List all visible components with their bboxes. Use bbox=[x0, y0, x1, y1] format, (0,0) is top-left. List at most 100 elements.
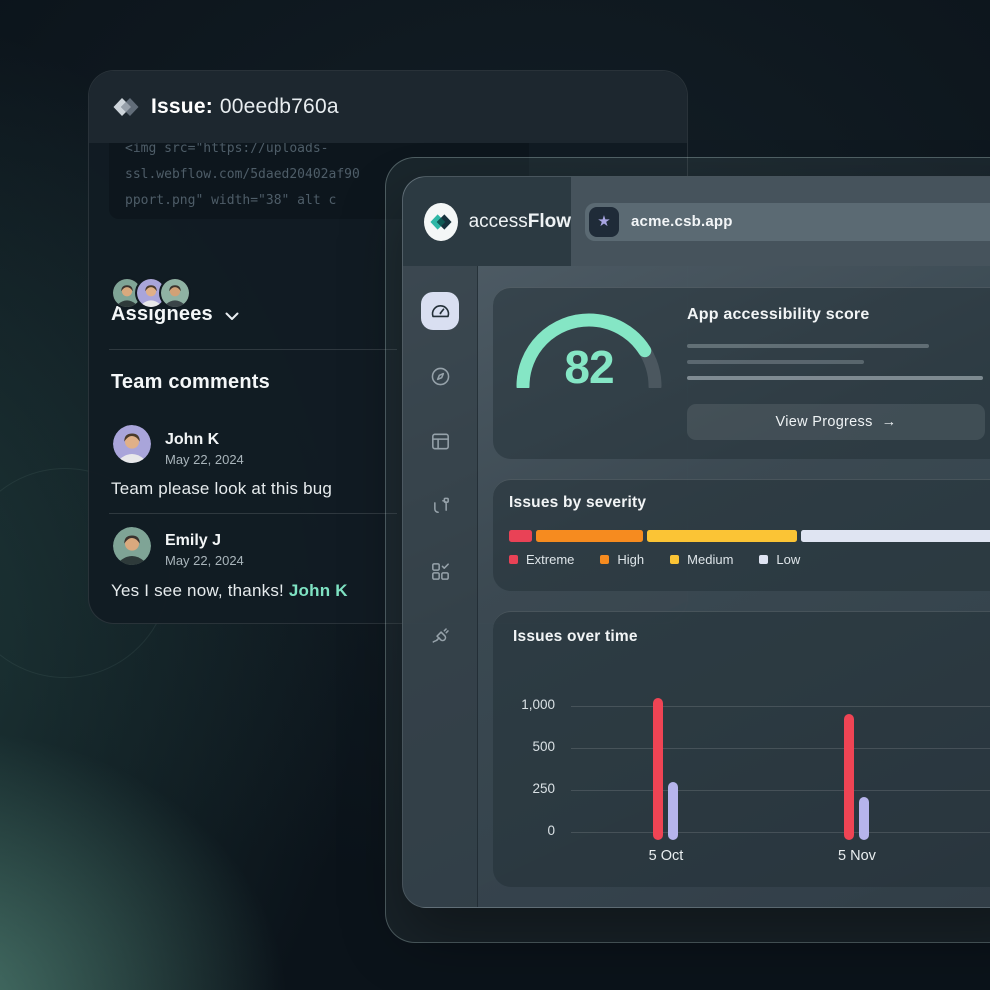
gridline bbox=[571, 832, 990, 833]
y-tick-label: 0 bbox=[547, 823, 555, 838]
main-content: 82 App accessibility score View Progress… bbox=[478, 266, 990, 907]
skeleton-line bbox=[687, 344, 929, 348]
skeleton-line bbox=[687, 376, 983, 380]
severity-card: Issues by severity Extreme High Medium Low bbox=[493, 479, 990, 591]
code-line: ssl.webflow.com/5daed20402af90 bbox=[125, 167, 360, 182]
address-bar-area: ★ acme.csb.app bbox=[571, 177, 990, 266]
skeleton-line bbox=[687, 360, 864, 364]
tasks-icon bbox=[429, 560, 452, 583]
code-line: pport.png" width="38" alt c bbox=[125, 193, 337, 208]
severity-card-title: Issues by severity bbox=[509, 494, 647, 511]
divider bbox=[109, 349, 397, 350]
flow-icon bbox=[429, 495, 452, 518]
layout-icon bbox=[429, 430, 452, 453]
divider bbox=[109, 513, 397, 514]
avatar bbox=[113, 425, 151, 463]
comment-date: May 22, 2024 bbox=[165, 553, 244, 568]
comment-date: May 22, 2024 bbox=[165, 452, 244, 467]
code-line: <img src="https://uploads- bbox=[125, 143, 329, 156]
url-text: acme.csb.app bbox=[631, 213, 733, 230]
comment-text-plain: Yes I see now, thanks! bbox=[111, 581, 289, 600]
issue-title-id: 00eedb760a bbox=[219, 95, 339, 118]
legend-label: Low bbox=[776, 552, 801, 567]
legend-swatch bbox=[509, 555, 518, 564]
assignees-header[interactable]: Assignees bbox=[111, 303, 239, 326]
legend-swatch bbox=[759, 555, 769, 564]
sidebar-item-dashboard[interactable] bbox=[421, 292, 459, 330]
x-tick-label: 5 Oct bbox=[648, 848, 684, 864]
gridline bbox=[571, 748, 990, 749]
brand-area: accessFlow bbox=[403, 177, 571, 266]
time-card-title: Issues over time bbox=[513, 628, 638, 645]
accessflow-logo-icon bbox=[424, 202, 458, 241]
comment-mention: John K bbox=[288, 581, 348, 600]
score-card-title: App accessibility score bbox=[687, 306, 870, 323]
comments-header: Team comments bbox=[111, 371, 270, 394]
bar-lavender-5-nov bbox=[859, 796, 869, 840]
legend-item: Medium bbox=[670, 552, 733, 567]
plug-icon bbox=[429, 625, 452, 648]
comment-author: Emily J bbox=[165, 532, 222, 549]
chevron-down-icon bbox=[225, 312, 239, 321]
y-tick-label: 1,000 bbox=[521, 697, 555, 712]
severity-segment-high bbox=[535, 530, 643, 542]
x-tick-label: 5 Nov bbox=[838, 848, 876, 864]
compass-icon bbox=[429, 365, 452, 388]
view-progress-button[interactable]: View Progress → bbox=[687, 404, 985, 440]
comment-author: John K bbox=[165, 431, 220, 448]
address-bar[interactable]: ★ acme.csb.app bbox=[585, 202, 990, 241]
brand-name: accessFlow bbox=[469, 211, 571, 233]
legend-label: High bbox=[617, 552, 645, 567]
window-body: 82 App accessibility score View Progress… bbox=[403, 266, 990, 907]
bar-lavender-5-oct bbox=[668, 781, 678, 840]
star-icon: ★ bbox=[589, 206, 619, 237]
sidebar-item-flows[interactable] bbox=[421, 487, 459, 525]
issues-over-time-card: Issues over time 0 250 500 1,000 5 Oct 5 Nov bbox=[493, 611, 990, 887]
severity-legend: Extreme High Medium Low bbox=[509, 552, 800, 567]
accessflow-window: accessFlow ★ acme.csb.app bbox=[402, 176, 990, 908]
score-card: 82 App accessibility score View Progress… bbox=[493, 287, 990, 459]
sidebar-item-integrations[interactable] bbox=[421, 617, 459, 655]
avatar bbox=[113, 527, 151, 565]
y-tick-label: 500 bbox=[532, 739, 555, 754]
view-progress-label: View Progress bbox=[775, 414, 873, 430]
diamond-logo-icon bbox=[113, 94, 139, 120]
legend-label: Medium bbox=[687, 552, 734, 567]
assignees-label: Assignees bbox=[111, 303, 213, 325]
legend-label: Extreme bbox=[526, 552, 575, 567]
legend-item: Extreme bbox=[509, 552, 574, 567]
severity-segment-extreme bbox=[509, 530, 532, 542]
comment-text: Yes I see now, thanks! John K bbox=[111, 581, 348, 601]
legend-item: Low bbox=[759, 552, 800, 567]
brand-regular: access bbox=[468, 210, 528, 232]
legend-swatch bbox=[600, 555, 610, 564]
bar-red-5-nov bbox=[844, 714, 854, 840]
issue-title: Issue: 00eedb760a bbox=[151, 95, 339, 119]
legend-swatch bbox=[670, 555, 680, 564]
issue-title-label: Issue: bbox=[151, 95, 213, 118]
severity-segment-medium bbox=[646, 530, 797, 542]
window-header: accessFlow ★ acme.csb.app bbox=[403, 177, 990, 266]
y-tick-label: 250 bbox=[532, 781, 555, 796]
sidebar-item-tasks[interactable] bbox=[421, 552, 459, 590]
avatar bbox=[159, 277, 191, 309]
score-value: 82 bbox=[564, 341, 614, 393]
arrow-right-icon: → bbox=[881, 414, 897, 430]
issue-window-header: Issue: 00eedb760a bbox=[89, 71, 687, 143]
comment-text: Team please look at this bug bbox=[111, 479, 333, 498]
comments-heading: Team comments bbox=[111, 371, 270, 393]
sidebar bbox=[403, 266, 478, 907]
sidebar-item-explore[interactable] bbox=[421, 357, 459, 395]
sidebar-item-layout[interactable] bbox=[421, 422, 459, 460]
gridline bbox=[571, 790, 990, 791]
speedometer-icon bbox=[429, 300, 452, 323]
bar-red-5-oct bbox=[653, 697, 663, 840]
severity-segment-low bbox=[800, 530, 990, 542]
assignee-avatars bbox=[111, 277, 191, 309]
score-gauge: 82 bbox=[509, 304, 669, 393]
time-chart-plot: 0 250 500 1,000 5 Oct 5 Nov bbox=[493, 612, 990, 887]
severity-stacked-bar bbox=[509, 530, 990, 542]
legend-item: High bbox=[600, 552, 644, 567]
gridline bbox=[571, 706, 990, 707]
